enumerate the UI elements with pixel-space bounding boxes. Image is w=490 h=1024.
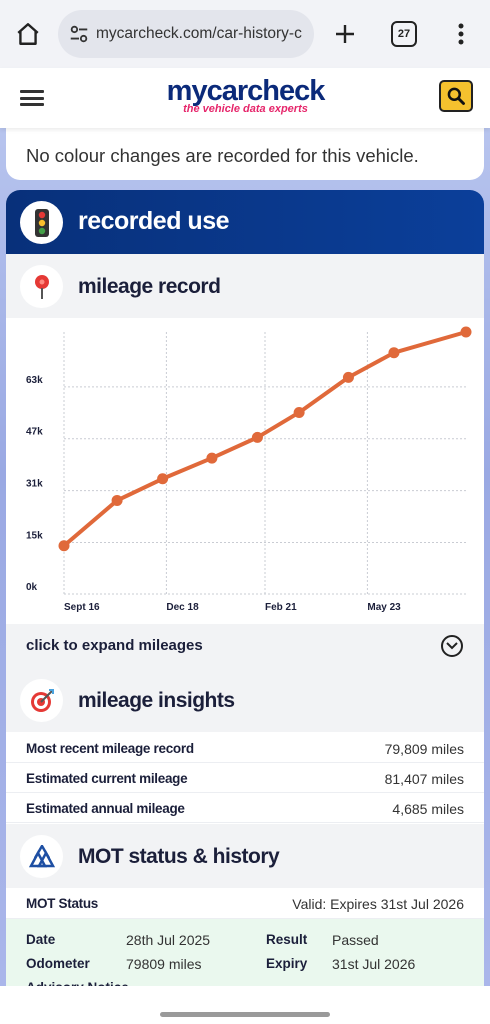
tab-switcher-button[interactable]: 27 <box>391 21 417 47</box>
recorded-use-panel: recorded use mileage record 0k 15k 31k 47k 6… <box>6 190 484 990</box>
more-menu-icon[interactable] <box>450 18 472 50</box>
expand-mileages-row[interactable]: click to expand mileages <box>6 624 484 668</box>
url-text: mycarcheck.com/car-history-c <box>96 25 302 42</box>
mileage-data-point <box>460 326 472 338</box>
site-header: mycarcheck the vehicle data experts <box>0 68 490 128</box>
browser-toolbar: mycarcheck.com/car-history-c 27 <box>0 0 490 68</box>
mileage-data-point <box>342 371 354 383</box>
mot-header: MOT status & history <box>6 824 484 888</box>
y-tick-label: 63k <box>26 375 43 386</box>
y-tick-label: 15k <box>26 530 43 541</box>
y-tick-label: 47k <box>26 427 43 438</box>
mot-status-row: MOT Status Valid: Expires 31st Jul 2026 <box>6 888 484 919</box>
mot-title: MOT status & history <box>78 845 280 868</box>
mileage-data-point <box>58 540 70 552</box>
x-tick-label: May 23 <box>367 602 401 613</box>
mot-expiry-label: Expiry <box>266 956 308 971</box>
hamburger-menu-icon[interactable] <box>20 87 44 109</box>
search-button[interactable] <box>439 80 473 112</box>
mileage-insights-header: mileage insights <box>6 668 484 732</box>
mot-date-label: Date <box>26 932 56 947</box>
target-icon <box>20 679 63 722</box>
mileage-data-point <box>251 431 263 443</box>
mileage-data-point <box>206 452 218 464</box>
map-pin-icon <box>20 265 63 308</box>
insight-row: Estimated current mileage 81,407 miles <box>6 763 484 793</box>
recorded-use-header: recorded use <box>6 190 484 254</box>
site-settings-icon[interactable] <box>66 21 92 47</box>
recorded-use-title: recorded use <box>78 207 230 235</box>
new-tab-icon[interactable] <box>330 18 360 50</box>
mileage-record-header: mileage record <box>6 254 484 318</box>
mileage-data-point <box>388 347 400 359</box>
mileage-chart-svg: 0k 15k 31k 47k 63k Sept 16 Dec 18 Feb 21 May 23 <box>26 326 472 613</box>
colour-changes-text: No colour changes are recorded for this … <box>26 145 419 166</box>
mileage-data-point <box>111 494 123 506</box>
insight-row: Most recent mileage record 79,809 miles <box>6 733 484 763</box>
mileage-insights-title: mileage insights <box>78 689 235 712</box>
mot-test-record[interactable]: Date 28th Jul 2025 Result Passed Odomete… <box>6 919 484 990</box>
mileage-data-point <box>157 473 169 485</box>
y-tick-label: 31k <box>26 479 43 490</box>
chevron-down-icon[interactable] <box>441 635 463 657</box>
expand-mileages-label: click to expand mileages <box>26 637 203 654</box>
insight-row: Estimated annual mileage 4,685 miles <box>6 793 484 823</box>
mileage-data-point <box>293 406 305 418</box>
x-tick-label: Sept 16 <box>64 602 100 613</box>
system-nav-bar <box>0 986 490 1024</box>
mot-result-label: Result <box>266 932 308 947</box>
traffic-light-icon <box>20 201 63 244</box>
home-icon[interactable] <box>12 18 44 50</box>
mot-odometer-value: 79809 miles <box>126 956 202 972</box>
mileage-chart: 0k 15k 31k 47k 63k Sept 16 Dec 18 Feb 21 May 23 <box>6 318 484 624</box>
mot-result-value: Passed <box>332 932 379 948</box>
mileage-record-title: mileage record <box>78 275 221 298</box>
search-icon <box>447 87 465 105</box>
x-tick-label: Dec 18 <box>166 602 199 613</box>
colour-changes-card: No colour changes are recorded for this … <box>6 128 484 180</box>
mot-triangle-icon <box>20 835 63 878</box>
x-tick-label: Feb 21 <box>265 602 297 613</box>
mot-expiry-value: 31st Jul 2026 <box>332 956 416 972</box>
site-logo[interactable]: mycarcheck the vehicle data experts <box>166 75 326 115</box>
mot-advisory-label: Advisory Notice <box>26 980 129 990</box>
y-tick-label: 0k <box>26 582 38 593</box>
address-bar[interactable]: mycarcheck.com/car-history-c <box>58 10 314 58</box>
mot-date-value: 28th Jul 2025 <box>126 932 211 948</box>
gesture-handle[interactable] <box>160 1012 330 1017</box>
mot-odometer-label: Odometer <box>26 956 90 971</box>
